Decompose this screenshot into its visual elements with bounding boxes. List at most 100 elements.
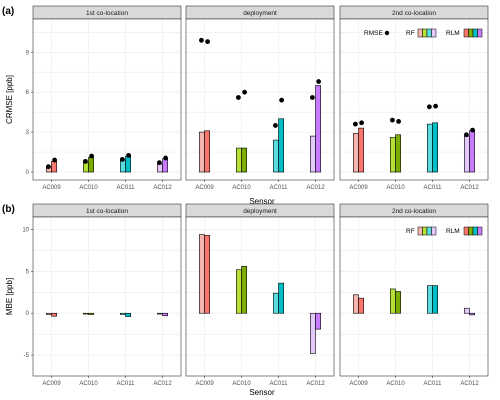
bar-rlm-AC009 — [204, 130, 210, 173]
bar-rf-AC011 — [426, 285, 433, 314]
bar-rf-AC012 — [463, 307, 470, 314]
plot-panel — [340, 217, 488, 376]
plot-panel — [186, 19, 334, 180]
x-tick-label: AC011 — [117, 381, 136, 387]
legend-rf-label: RF — [406, 30, 415, 37]
facet-title: 2nd co-location — [392, 10, 436, 17]
x-tick-label: AC012 — [153, 185, 172, 191]
bar-rf-AC010 — [389, 137, 396, 173]
bar-rlm-AC010 — [241, 266, 247, 314]
y-tick-label-a: 3 — [26, 130, 30, 136]
bar-rf-AC009 — [199, 131, 205, 173]
bar-rf-AC010 — [389, 288, 396, 314]
bar-rlm-AC010 — [395, 291, 401, 314]
plot-panel — [33, 19, 181, 180]
rmse-point-rf-AC011 — [120, 156, 125, 162]
x-tick-label: AC012 — [153, 381, 172, 387]
bar-rlm-AC012 — [469, 130, 475, 173]
facet-b-1: 1st co-location AC009 AC010 AC011 AC012 — [32, 203, 182, 387]
bar-rlm-AC012 — [315, 85, 321, 173]
legend-rf-swatch-AC010 — [422, 28, 428, 38]
bar-rlm-AC009 — [358, 127, 364, 173]
legend-rf-swatch-AC010 — [422, 226, 428, 236]
rmse-point-rlm-AC009 — [52, 157, 57, 163]
legend-rlm-label: RLM — [446, 30, 460, 37]
bar-rf-AC011 — [272, 139, 279, 173]
bar-rlm-AC012 — [162, 158, 168, 173]
facet-title: deployment — [243, 208, 277, 215]
rmse-point-rf-AC010 — [83, 158, 88, 164]
legend-rlm-swatch-AC012 — [477, 28, 483, 38]
x-tick-label: AC011 — [270, 381, 289, 387]
facet-title: 2nd co-location — [392, 208, 436, 215]
bar-rlm-AC010 — [241, 147, 247, 173]
x-tick-label: AC012 — [460, 381, 479, 387]
rmse-point-rlm-AC010 — [396, 119, 401, 124]
legend-rlm-swatch-AC010 — [468, 28, 474, 38]
bar-rf-AC010 — [83, 162, 89, 173]
x-tick-label: AC009 — [42, 185, 61, 191]
bar-rlm-AC011 — [432, 122, 438, 173]
x-tick-label: AC012 — [460, 185, 479, 191]
rmse-point-rlm-AC009 — [205, 39, 211, 45]
panel-border — [339, 216, 489, 377]
plot-panel — [33, 217, 181, 376]
y-tick-label-b: 5 — [26, 269, 30, 275]
legend-rf-swatch-AC012 — [431, 28, 437, 38]
y-tick-label-b: 0 — [26, 311, 30, 317]
bar-rf-AC009 — [352, 294, 359, 314]
bar-rf-AC012 — [309, 135, 316, 173]
x-tick-label: AC010 — [232, 185, 251, 191]
x-tick-label: AC012 — [306, 381, 325, 387]
legend-rlm-swatch-AC011 — [472, 28, 478, 38]
bar-rf-AC009 — [199, 234, 205, 314]
bar-rlm-AC010 — [395, 134, 401, 173]
bar-rlm-AC012 — [469, 312, 475, 316]
rmse-point-rf-AC011 — [427, 104, 432, 110]
x-tick-label: AC010 — [79, 381, 98, 387]
facet-b-3: 2nd co-location AC009 AC010 AC011 AC012 RF RLM — [339, 203, 489, 387]
x-tick-label: AC011 — [424, 185, 443, 191]
bar-rlm-AC012 — [162, 312, 168, 317]
y-tick-label-a: 6 — [26, 90, 30, 96]
legend-rf-swatch-AC009 — [417, 226, 423, 236]
y-axis-title-b: MBE [ppb] — [5, 278, 14, 315]
x-tick-label: AC010 — [386, 381, 405, 387]
bar-rf-AC010 — [236, 147, 242, 173]
bar-rf-AC009 — [352, 133, 359, 173]
legend-rmse-label: RMSE — [364, 30, 383, 37]
bar-rlm-AC012 — [315, 312, 321, 330]
x-axis-title-a: Sensor — [249, 197, 275, 206]
rmse-point-rlm-AC012 — [470, 127, 475, 133]
x-tick-label: AC011 — [270, 185, 289, 191]
x-tick-label: AC010 — [386, 185, 405, 191]
legend-rlm-swatch-AC009 — [463, 28, 469, 38]
x-tick-label: AC011 — [424, 381, 443, 387]
legend-rlm-swatch-AC010 — [468, 226, 474, 236]
bar-rlm-AC009 — [204, 235, 210, 314]
panel-border — [185, 216, 335, 377]
rmse-point-rf-AC012 — [464, 132, 469, 138]
rmse-point-rlm-AC010 — [89, 153, 94, 159]
legend-rf-swatch-AC011 — [426, 28, 432, 38]
rmse-point-rf-AC009 — [46, 164, 51, 170]
rmse-point-rf-AC009 — [199, 37, 204, 43]
x-tick-label: AC009 — [195, 381, 214, 387]
bar-rlm-AC011 — [432, 285, 438, 314]
plot-panel — [340, 19, 488, 180]
bar-rf-AC011 — [272, 292, 279, 314]
rmse-point-rf-AC012 — [310, 95, 315, 100]
legend-rlm-swatch-AC009 — [463, 226, 469, 236]
panel-border — [185, 18, 335, 181]
rmse-point-rlm-AC012 — [163, 155, 169, 161]
bar-rlm-AC011 — [125, 155, 131, 173]
x-axis-title-b: Sensor — [249, 388, 275, 397]
bar-rlm-AC010 — [88, 312, 94, 315]
bar-rlm-AC009 — [51, 161, 57, 173]
legend-a: RMSE RF RLM — [364, 28, 483, 38]
x-tick-label: AC010 — [232, 381, 251, 387]
bar-rf-AC012 — [157, 163, 163, 173]
rmse-point-rf-AC010 — [236, 95, 241, 100]
